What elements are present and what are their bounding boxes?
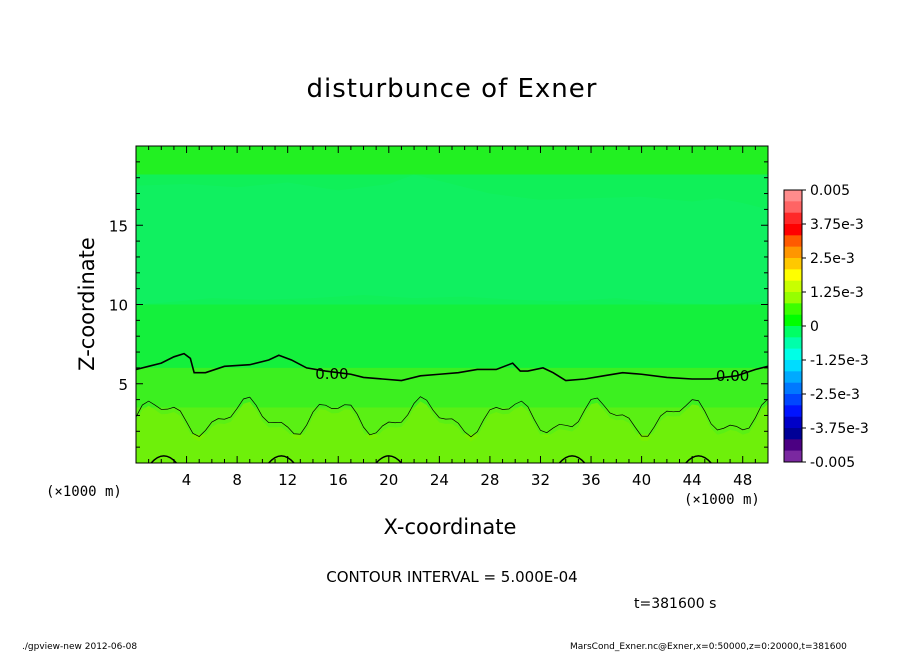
x-tick-label: 40 [632,471,651,489]
colorbar-label: -1.25e-3 [810,353,869,369]
x-tick-label: 44 [683,471,702,489]
colorbar-swatch [784,269,802,281]
colorbar-swatch [784,360,802,372]
x-axis-label: X-coordinate [383,515,517,539]
colorbar-label: 0 [810,319,819,335]
colorbar-swatch [784,235,802,247]
contour-line [268,455,295,464]
colorbar-swatch [784,303,802,315]
colorbar-swatch [784,371,802,383]
colorbar-swatch [784,314,802,327]
colorbar-label: 3.75e-3 [810,217,864,233]
contour-line [135,396,769,438]
colorbar-swatch [784,337,802,349]
x-tick-label: 24 [430,471,449,489]
x-tick-label: 12 [278,471,297,489]
colorbar-swatch [784,405,802,417]
colorbar: 0.005 3.75e-3 2.5e-3 1.25e-3 0 -1.25e-3 -2.5e-… [783,183,869,471]
footer-right: MarsCond_Exner.nc@Exner,x=0:50000,z=0:20… [570,642,847,652]
contour-label: 0.00 [315,365,348,383]
x-tick-label: 48 [733,471,752,489]
colorbar-label: 2.5e-3 [810,251,855,267]
x-unit-label-left: (×1000 m) [46,484,122,500]
footer-left: ./gpview-new 2012-06-08 [22,642,138,652]
colorbar-swatch [784,416,802,429]
y-tick-label: 10 [109,297,128,315]
x-tick-label: 16 [329,471,348,489]
y-axis-label: Z-coordinate [75,237,99,371]
colorbar-label: 0.005 [810,183,850,199]
colorbar-swatch [784,190,802,202]
colorbar-swatch [784,246,802,259]
colorbar-swatch [784,394,802,406]
colorbar-swatch [784,326,802,338]
time-label: t=381600 s [634,596,717,612]
colorbar-label: -3.75e-3 [810,421,869,437]
y-tick-label: 15 [109,217,128,235]
colorbar-swatch [784,201,802,213]
colorbar-swatch [784,428,802,440]
contour-line [685,455,712,464]
x-tick-label: 28 [480,471,499,489]
colorbar-swatch [784,224,802,236]
contour-label: 0.00 [716,367,749,385]
colorbar-swatch [784,439,802,451]
colorbar-swatch [784,258,802,270]
colorbar-swatch [784,450,802,463]
x-tick-label: 36 [581,471,600,489]
contour-fills [136,146,768,463]
colorbar-label: 1.25e-3 [810,285,864,301]
fill-band [136,174,768,305]
colorbar-swatch [784,292,802,304]
x-tick-label: 32 [531,471,550,489]
y-tick-label: 5 [118,376,128,394]
colorbar-swatch [784,348,802,361]
fill-band [136,401,768,463]
colorbar-swatch [784,382,802,395]
x-tick-label: 20 [379,471,398,489]
colorbar-label: -2.5e-3 [810,387,860,403]
x-unit-label-right: (×1000 m) [684,492,760,508]
contour-line [558,455,586,464]
contour-interval-text: CONTOUR INTERVAL = 5.000E-04 [326,568,578,586]
colorbar-swatch [784,212,802,225]
x-tick-label: 4 [182,471,192,489]
colorbar-label: -0.005 [810,455,855,471]
zero-contour-line [135,352,769,382]
x-tick-label: 8 [232,471,242,489]
contour-line [375,455,402,464]
contour-lines: 0.00 0.00 [135,352,769,464]
colorbar-swatch [784,280,802,293]
chart-title: disturbunce of Exner [306,74,598,104]
